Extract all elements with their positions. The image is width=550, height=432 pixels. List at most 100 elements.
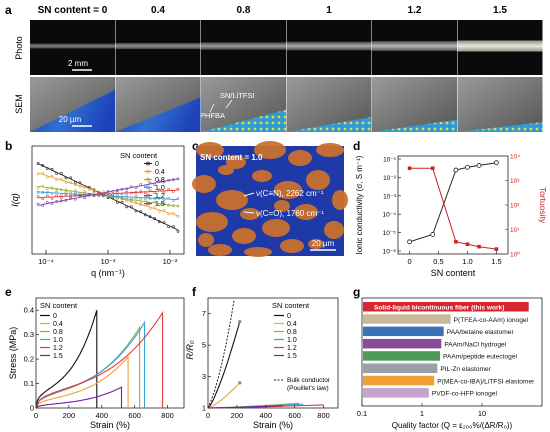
domain-1 (226, 155, 246, 169)
column-header-4: 1.2 (408, 5, 422, 16)
sem-overlay-2 (201, 109, 286, 132)
g-bar-7 (363, 388, 429, 398)
e-series-0.4 (35, 355, 129, 409)
domain-17 (280, 239, 304, 253)
domain-4 (316, 143, 344, 157)
b-point (143, 191, 147, 194)
domain-0 (196, 142, 224, 158)
panel-letter-f: f (192, 285, 197, 299)
chart-e-legend-title: SN content (40, 301, 78, 310)
b-legend-label-4: 1.2 (155, 193, 165, 200)
b-legend-marker-1 (146, 169, 150, 174)
fiber-4 (372, 41, 457, 51)
sem-row (30, 77, 543, 132)
chart-b-ylabel: I(q) (10, 193, 20, 207)
domain-5 (192, 175, 216, 193)
domain-8 (274, 181, 302, 199)
domain-3 (288, 150, 312, 166)
panel-b: b I(q) q (nm⁻¹) SN content 00.40.81.01.2… (5, 139, 185, 278)
d-tort-point-0 (407, 166, 412, 171)
column-header-2: 0.8 (237, 5, 251, 16)
domain-10 (196, 212, 228, 232)
f-bulk-line (207, 300, 235, 409)
scale-sem: 20 µm (59, 115, 82, 124)
domain-12 (262, 219, 290, 237)
chart-f-ylabel: R/R₀ (185, 340, 195, 359)
e-xtick-label-0: 0 (34, 411, 38, 420)
d-ytick-r-label-1: 10¹ (510, 227, 520, 234)
b-point (125, 190, 129, 194)
chart-b-plot (36, 162, 180, 233)
d-ytick-l-label-4: 10⁻² (383, 175, 397, 182)
annot-phfba: PHFBA (200, 111, 225, 120)
f-ytick-label-1: 3 (202, 372, 206, 381)
scale-photo: 2 mm (68, 59, 88, 68)
d-cond-point-1 (430, 232, 436, 237)
chart-e-ylabel: Stress (MPa) (8, 327, 18, 380)
b-point (176, 229, 180, 233)
d-xtick-label-3: 1.5 (491, 257, 501, 266)
domain-16 (244, 247, 272, 257)
row-label-photo: Photo (14, 36, 24, 60)
g-bar-5 (363, 363, 438, 373)
panel-letter-c: c (192, 139, 199, 153)
panel-letter-a: a (5, 3, 12, 17)
b-legend-marker-4 (146, 193, 150, 198)
chart-b-xlabel: q (nm⁻¹) (91, 268, 125, 278)
domain-15 (208, 244, 232, 256)
e-ytick-label-2: 0.2 (24, 355, 34, 364)
domain-20 (240, 208, 260, 220)
b-point (162, 198, 166, 201)
d-xtick-label-0: 0 (407, 257, 411, 266)
fiber-5 (457, 40, 543, 52)
panel-c: c SN content = 1.0 ν(C≡N), 2262 cm⁻¹ ν(C… (192, 139, 348, 257)
sem-overlay-0 (30, 89, 115, 132)
column-header-5: 1.5 (493, 5, 507, 16)
d-tort-point-3 (465, 242, 470, 246)
panel-c-scale: 20 µm (312, 239, 335, 248)
b-legend-marker-3 (146, 185, 150, 190)
b-series-0.4 (37, 172, 179, 217)
panel-a: a SN content = 0 0.4 0.8 1 1.2 1.5 Photo SEM (5, 3, 543, 132)
b-legend-label-1: 0.4 (155, 169, 165, 176)
f-ytick-label-0: 1 (202, 404, 206, 413)
domain-22 (332, 190, 348, 210)
sem-overlay-4 (372, 119, 457, 132)
f-xtick-label-1: 200 (231, 411, 244, 420)
d-ytick-l-label-1: 10⁻⁵ (383, 230, 397, 237)
g-bar-3 (363, 338, 442, 349)
d-cond-point-5 (494, 160, 499, 166)
chart-d-xlabel: SN content (431, 268, 476, 278)
b-legend-marker-5 (146, 201, 150, 206)
b-point (36, 185, 40, 189)
f-xtick-label-0: 0 (206, 411, 210, 420)
d-ytick-l-label-5: 10⁻¹ (383, 157, 397, 164)
d-cond-point-4 (476, 163, 482, 168)
e-series-0 (35, 310, 98, 409)
row-label-sem: SEM (14, 94, 24, 114)
panel-a-headers: SN content = 0 0.4 0.8 1 1.2 1.5 (38, 5, 508, 16)
chart-f-legend-bulk: Bulk conductor (287, 377, 331, 384)
g-bar-1 (363, 314, 451, 324)
e-series-0.8 (35, 325, 141, 409)
domain-6 (216, 190, 248, 210)
sem-5 (457, 77, 543, 132)
column-header-1: 0.4 (151, 5, 165, 16)
f-legend-label-2: 0.8 (287, 329, 297, 336)
chart-b-legend: 00.40.81.01.21.5 (144, 161, 165, 208)
g-bar-0 (363, 302, 529, 312)
panel-c-title: SN content = 1.0 (200, 153, 263, 162)
chart-d-plot: 10⁻⁶ 10⁻⁵ 10⁻⁴ 10⁻³ 10⁻² 10⁻¹ 10⁰ 10¹ 10² 10³ 10⁴ 0… (383, 154, 521, 267)
b-series-1.5 (37, 178, 179, 206)
f-xtick-label-4: 800 (317, 411, 330, 420)
domain-23 (198, 233, 214, 247)
e-xtick-label-4: 800 (161, 411, 174, 420)
domain-2 (254, 141, 286, 159)
g-xtick-label-1: 1 (420, 409, 424, 418)
sem-overlay-3 (286, 117, 372, 132)
e-series-1.5 (35, 386, 123, 409)
panel-d: d 10⁻⁶10⁻⁵10⁻⁴10⁻³10⁻²10⁻¹10⁰10¹10²10³10… (353, 139, 548, 278)
e-legend-label-0: 0 (53, 313, 57, 320)
b-legend-marker-2 (146, 177, 150, 182)
